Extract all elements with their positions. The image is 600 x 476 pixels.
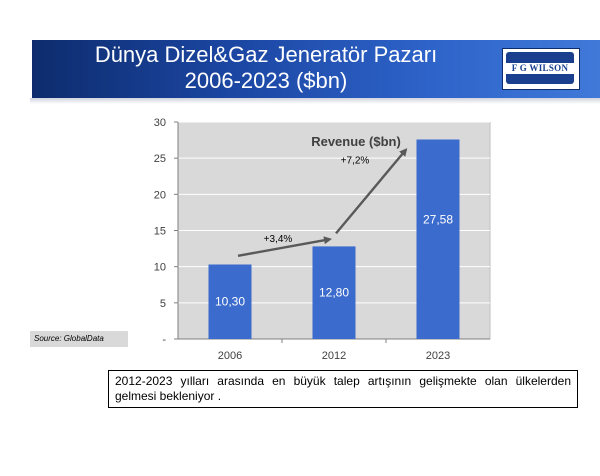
note-box: 2012-2023 yılları arasında en büyük tale… [108,370,578,408]
growth-arrow [335,148,408,235]
y-tick-label: 25 [154,153,166,165]
y-tick-label: 10 [154,262,166,274]
x-tick-label: 2023 [426,350,450,362]
chart-title: Revenue ($bn) [311,134,401,149]
bar [312,246,356,339]
revenue-chart: - 5 10 15 20 25 30 10,30 2006 12,80 2012 27,58 2023 R… [130,110,500,366]
bar-data-label: 12,80 [319,286,349,300]
bar [416,139,460,339]
x-tick-label: 2006 [218,350,242,362]
logo-band [506,63,574,74]
growth-arrow [237,236,332,257]
chart-svg: - 5 10 15 20 25 30 10,30 2006 12,80 2012 27,58 2023 R… [154,117,491,362]
page-title: Dünya Dizel&Gaz Jeneratör Pazarı 2006-20… [42,42,490,94]
bar-data-label: 27,58 [423,212,453,226]
y-tick-label: 5 [160,298,166,310]
source-label: Source: GlobalData [30,331,128,347]
y-tick-label: 30 [154,117,166,129]
bar [208,264,252,339]
bar-data-label: 10,30 [215,295,245,309]
banner-shadow [30,98,600,104]
y-tick-label: 15 [154,226,166,238]
logo-text: F G WILSON [511,63,569,73]
page-title-line2: 2006-2023 ($bn) [184,68,348,93]
page-title-line1: Dünya Dizel&Gaz Jeneratör Pazarı [94,42,438,67]
title-banner: Dünya Dizel&Gaz Jeneratör Pazarı 2006-20… [32,40,600,98]
fg-wilson-logo: F G WILSON [502,48,580,90]
logo-emblem: F G WILSON [506,52,574,84]
y-tick-label: - [162,334,166,346]
growth-annotation: +7,2% [341,156,370,167]
growth-annotation: +3,4% [264,234,293,245]
y-tick-label: 20 [154,189,166,201]
x-tick-label: 2012 [322,350,346,362]
